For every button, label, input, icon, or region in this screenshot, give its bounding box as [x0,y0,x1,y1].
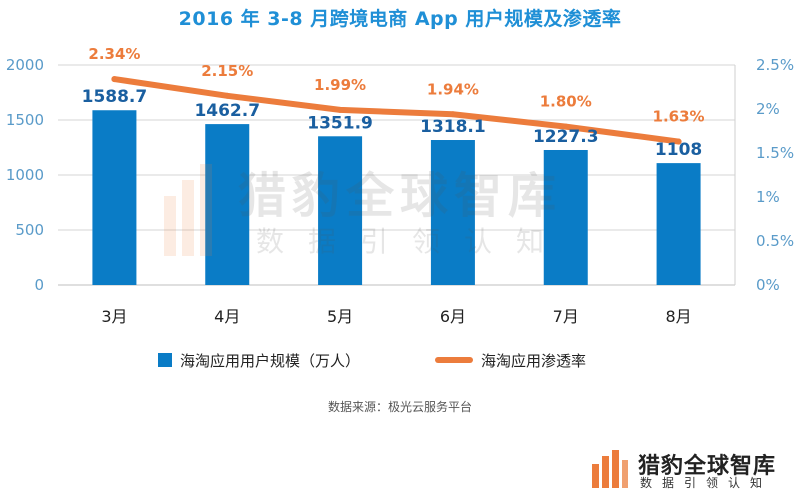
brand-logo-title: 猎豹全球智库 [638,454,777,479]
bar [92,110,137,285]
bar-value-label: 1227.3 [533,127,599,147]
x-tick-label: 7月 [553,307,579,326]
y-left-tick-label: 1000 [6,166,44,184]
brand-logo-subtitle: 数据引领认知 [640,476,773,490]
legend-label-bar: 海淘应用用户规模（万人） [180,351,361,370]
y-right-tick-label: 1% [756,188,780,206]
line-series-path [111,76,682,145]
bar-value-label: 1588.7 [82,87,148,107]
bar [205,124,250,285]
bar-value-label: 1108 [655,140,702,160]
line-point [675,138,682,145]
bar-value-label: 1351.9 [307,113,373,133]
y-right-tick-label: 2.5% [756,56,794,74]
bar [543,149,588,285]
chart-plot: 0 500 1000 1500 2000 0% 0.5% 1% 1.5% 2% 2.5% 3月 4月 5月… [6,45,794,326]
line-value-label: 1.63% [653,108,705,126]
bar-value-label: 1462.7 [194,101,260,121]
line-value-label: 1.99% [314,76,366,94]
y-right-tick-label: 0% [756,276,780,294]
y-left-tick-label: 1500 [6,111,44,129]
x-tick-label: 5月 [327,307,353,326]
y-right-tick-label: 2% [756,100,780,118]
legend-item-bar: 海淘应用用户规模（万人） [158,350,360,370]
legend-swatch-line [435,357,473,363]
line-value-label: 2.15% [201,62,253,80]
y-right-tick-label: 0.5% [756,232,794,250]
y-left-tick-label: 0 [34,276,44,294]
x-tick-label: 8月 [665,307,691,326]
line-point [224,92,231,99]
legend-swatch-bar [158,353,172,367]
bar [318,136,363,285]
line-point [111,76,118,83]
brand-logo-icon [592,450,628,488]
brand-logo: 猎豹全球智库 数据引领认知 [588,446,798,492]
line-value-label: 1.94% [427,80,479,98]
x-tick-label: 4月 [214,307,240,326]
y-left-tick-label: 2000 [6,56,44,74]
source-note: 数据来源：极光云服务平台 [327,400,472,414]
bar-value-label: 1318.1 [420,117,486,137]
x-tick-label: 3月 [101,307,127,326]
line-value-label: 2.34% [88,45,140,63]
bar [430,140,475,285]
line-point [562,123,569,130]
legend-label-line: 海淘应用渗透率 [481,351,587,370]
legend-item-line: 海淘应用渗透率 [435,350,586,370]
bar [656,163,701,285]
y-right-tick-label: 1.5% [756,144,794,162]
line-point [449,111,456,118]
chart-title: 2016 年 3-8 月跨境电商 App 用户规模及渗透率 [178,8,622,30]
x-tick-label: 6月 [440,307,466,326]
y-left-tick-label: 500 [15,221,44,239]
line-value-label: 1.80% [540,93,592,111]
line-point [337,106,344,113]
